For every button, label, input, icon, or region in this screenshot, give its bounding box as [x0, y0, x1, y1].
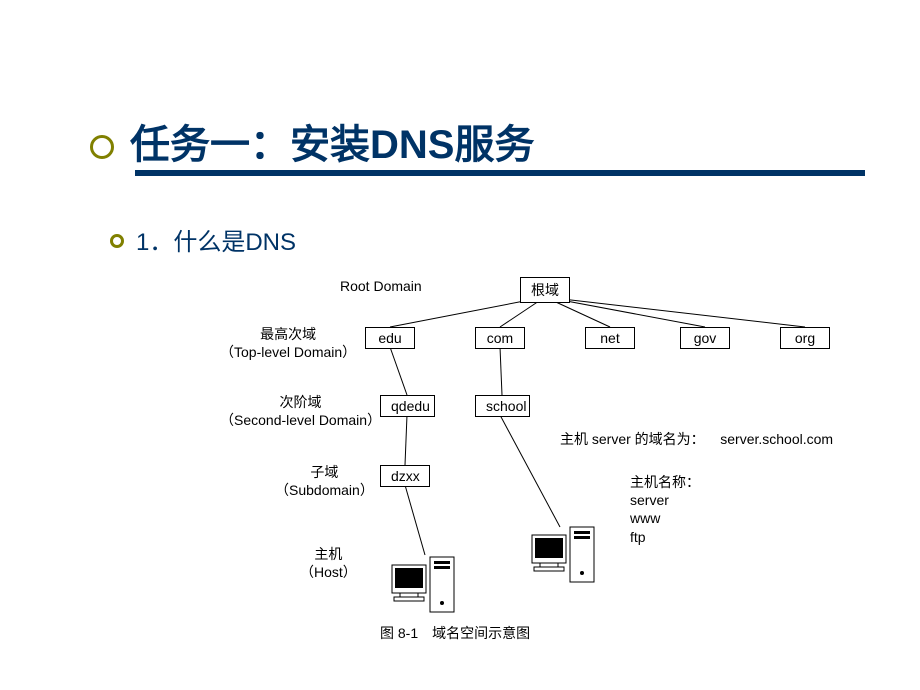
node-org: org: [780, 327, 830, 349]
host-computer-2-icon: [530, 525, 600, 600]
server-fqdn: server.school.com: [720, 431, 833, 447]
level-3-label: 主机 （Host）: [300, 545, 357, 581]
subtitle-bullet: [110, 234, 124, 248]
node-root: 根域: [520, 277, 570, 303]
node-dzxx: dzxx: [380, 465, 430, 487]
level-3-en: （Host）: [300, 564, 357, 580]
host-computer-1-icon: [390, 555, 460, 630]
level-2-en: （Subdomain）: [275, 482, 374, 498]
level-1-label: 次阶域 （Second-level Domain）: [220, 393, 381, 429]
level-1-cn: 次阶域: [280, 394, 322, 410]
host-name-2: ftp: [630, 529, 646, 545]
level-0-label: 最高次域 （Top-level Domain）: [220, 325, 356, 361]
subtitle: 1．什么是DNS: [136, 222, 296, 257]
node-school: school: [475, 395, 530, 417]
server-domain-label: 主机 server 的域名为： server.school.com: [560, 430, 833, 448]
level-2-label: 子域 （Subdomain）: [275, 463, 374, 499]
title-bullet: [90, 135, 114, 159]
level-1-en: （Second-level Domain）: [220, 412, 381, 428]
page-title: 任务一：安装DNS服务: [130, 112, 534, 170]
server-info-label: 主机 server 的域名为：: [560, 431, 705, 447]
node-com: com: [475, 327, 525, 349]
node-qdedu: qdedu: [380, 395, 435, 417]
host-name-1: www: [630, 510, 660, 526]
level-3-cn: 主机: [314, 546, 342, 562]
node-net: net: [585, 327, 635, 349]
dns-tree-diagram: Root Domain 根域 edu com net gov org qdedu…: [200, 265, 885, 665]
host-name-0: server: [630, 492, 669, 508]
node-gov: gov: [680, 327, 730, 349]
level-2-cn: 子域: [310, 464, 338, 480]
level-0-en: （Top-level Domain）: [220, 344, 356, 360]
title-underline: [135, 170, 865, 176]
root-label-en: Root Domain: [340, 277, 422, 295]
figure-caption: 图 8-1 域名空间示意图: [380, 623, 530, 643]
level-0-cn: 最高次域: [260, 326, 316, 342]
host-name-label: 主机名称：: [630, 474, 700, 490]
host-names-block: 主机名称： server www ftp: [630, 473, 700, 546]
node-edu: edu: [365, 327, 415, 349]
